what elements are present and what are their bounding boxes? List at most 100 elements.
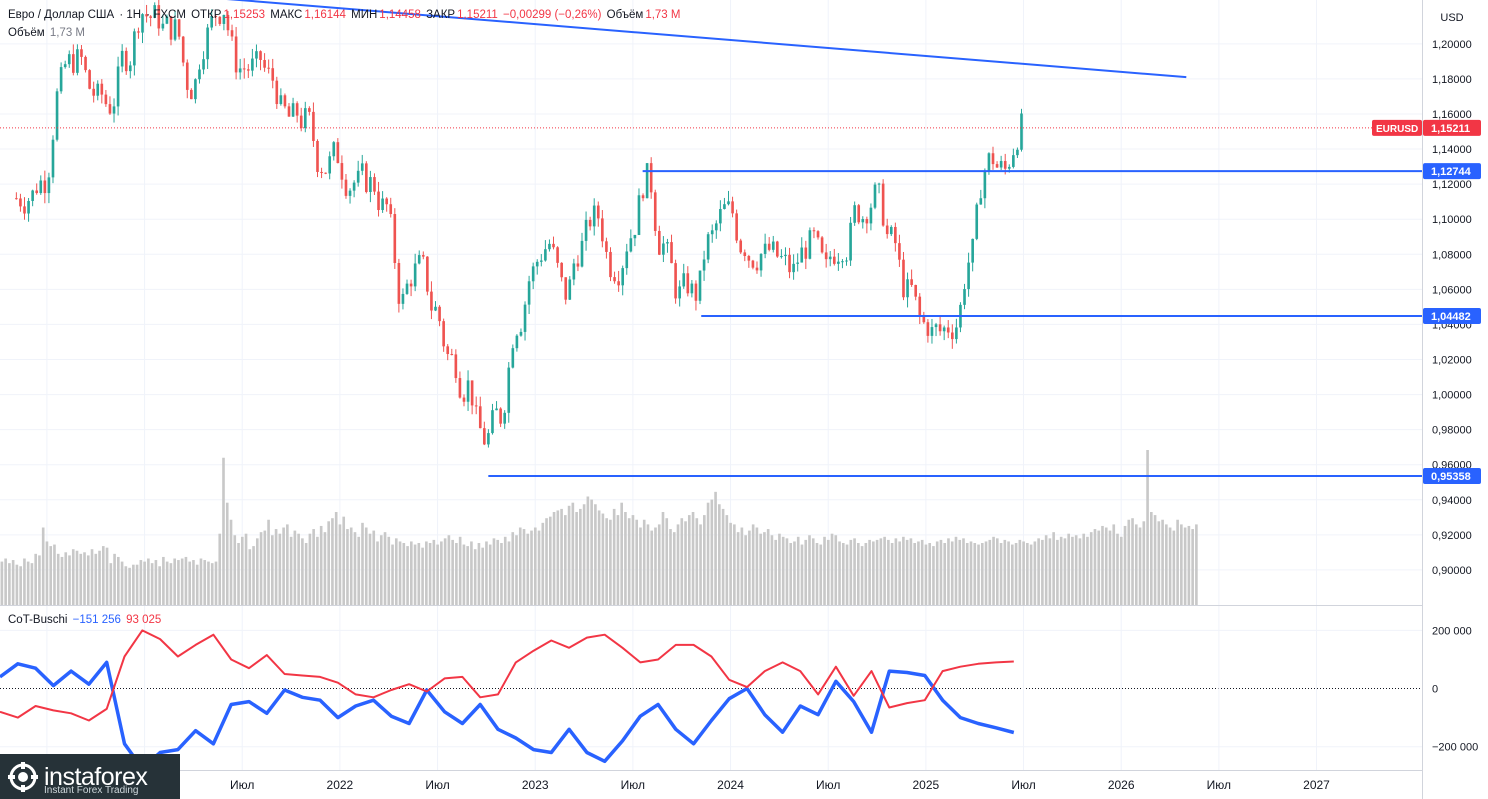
candle-body <box>930 327 934 336</box>
candle-body <box>112 106 116 114</box>
volume-bar <box>898 541 901 605</box>
volume-bar <box>883 536 886 605</box>
volume-bar <box>943 543 947 605</box>
volume-bar <box>796 536 800 605</box>
candle-body <box>617 281 620 286</box>
volume-bar <box>605 518 608 605</box>
candle-body <box>771 241 775 250</box>
last-price-tag-bg <box>1423 119 1481 136</box>
volume-bar <box>815 543 819 605</box>
volume-bar <box>995 538 999 605</box>
volume-bar <box>1157 521 1161 605</box>
open-label: ОТКР <box>191 9 222 21</box>
volume-bar <box>1018 539 1022 605</box>
currency-button[interactable]: USD <box>1440 12 1464 24</box>
volume-bar <box>1131 518 1134 605</box>
volume-bar <box>177 560 180 605</box>
volume-bar <box>428 543 432 605</box>
volume-bar <box>654 527 657 605</box>
candle-body <box>747 256 751 261</box>
candle-body <box>552 243 555 248</box>
volume-row-label: Объём <box>8 27 45 39</box>
volume-bar <box>564 515 567 605</box>
volume-bar <box>394 538 398 605</box>
volume-bar <box>353 532 357 605</box>
candle-body <box>666 242 669 244</box>
candle-body <box>348 190 352 196</box>
candle-body <box>63 64 67 68</box>
candle-body <box>950 332 954 340</box>
volume-bar <box>338 524 342 605</box>
data-source: FXCM <box>153 9 186 21</box>
candle-body <box>658 230 661 255</box>
volume-bar <box>210 563 214 605</box>
volume-bar <box>500 543 503 605</box>
volume-bar <box>45 541 49 605</box>
instaforex-logo-icon <box>8 761 38 792</box>
volume-bar <box>860 546 864 605</box>
volume-bar <box>1180 524 1183 605</box>
candle-body <box>784 254 787 257</box>
time-tick: Июл <box>1207 778 1231 792</box>
volume-bar <box>154 560 158 605</box>
candle-body <box>246 69 250 71</box>
volume-bar <box>1026 543 1029 605</box>
candle-body <box>653 192 657 231</box>
candle-body <box>185 62 189 90</box>
volume-bar <box>853 538 856 605</box>
close-label: ЗАКР <box>426 9 456 21</box>
volume-bar <box>965 543 969 605</box>
volume-bar <box>845 544 849 605</box>
volume-bar <box>278 533 282 605</box>
price-tick: 1,02000 <box>1432 354 1472 366</box>
candle-body <box>983 171 987 199</box>
candle-body <box>430 291 433 311</box>
volume-bar <box>477 543 481 605</box>
volume-bar <box>1187 525 1191 605</box>
candle-body <box>531 266 535 282</box>
volume-bar <box>789 543 793 605</box>
candle-body <box>588 219 592 227</box>
candle-body <box>719 209 722 224</box>
candle-body <box>629 238 633 252</box>
volume-bar <box>507 541 511 605</box>
volume-bar <box>1097 530 1101 605</box>
volume-bar <box>364 527 368 605</box>
volume-bar <box>139 560 143 605</box>
candle-body <box>674 263 677 299</box>
volume-bar <box>1086 536 1089 605</box>
candle-body <box>149 16 152 18</box>
candle-body <box>397 263 401 304</box>
candle-body <box>72 54 75 73</box>
volume-bar <box>432 539 436 605</box>
volume-bar <box>920 539 924 605</box>
candle-body <box>898 243 901 260</box>
symbol-name[interactable]: Евро / Доллар США <box>8 9 115 21</box>
candle-body <box>474 405 478 407</box>
candle-body <box>609 251 612 278</box>
candle-body <box>894 226 897 244</box>
candle-body <box>35 190 39 194</box>
volume-bar <box>1119 536 1123 605</box>
cot-title[interactable]: CoT-Buschi <box>8 614 68 626</box>
volume-bar <box>733 524 736 605</box>
volume-bar <box>1165 524 1168 605</box>
candle-body <box>975 204 979 239</box>
candle-body <box>743 252 747 257</box>
volume-bar <box>1150 512 1153 605</box>
volume-bar <box>312 529 315 605</box>
volume-bar <box>447 535 451 605</box>
candle-body <box>226 14 230 31</box>
candle-body <box>116 66 120 107</box>
candle-body <box>849 222 852 261</box>
candle-body <box>820 237 824 253</box>
candle-body <box>43 180 47 194</box>
candle-body <box>295 103 299 116</box>
candle-body <box>568 279 572 300</box>
candle-body <box>637 195 641 235</box>
logo-tagline: Instant Forex Trading <box>44 785 139 796</box>
volume-bar <box>950 541 954 605</box>
candle-body <box>177 19 181 37</box>
volume-bar <box>691 512 695 605</box>
